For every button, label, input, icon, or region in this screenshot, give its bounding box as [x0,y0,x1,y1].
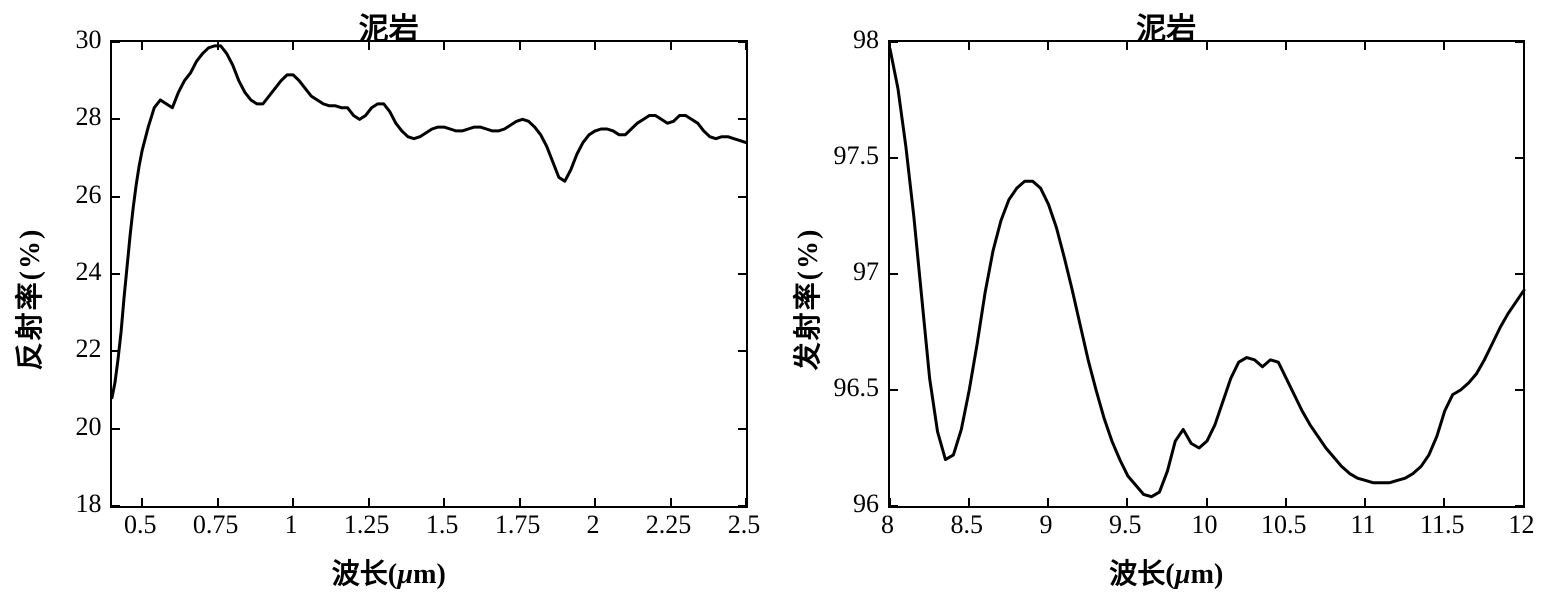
x-tick-mark [1285,498,1287,506]
y-tick-label: 24 [76,257,102,287]
x-tick-mark [1047,498,1049,506]
x-tick-label: 10 [1192,510,1218,540]
x-tick-label: 2 [587,510,600,540]
y-tick-mark [738,505,746,507]
x-tick-mark [1443,498,1445,506]
y-tick-mark [1515,157,1523,159]
x-tick-mark [889,42,891,50]
figure: 泥岩 反射率(%) 波长(µm) 0.50.7511.251.51.7522.2… [0,0,1555,598]
y-tick-label: 18 [76,489,102,519]
y-tick-mark [890,505,898,507]
y-tick-mark [1515,505,1523,507]
x-tick-mark [443,42,445,50]
x-tick-mark [141,42,143,50]
y-tick-mark [738,118,746,120]
x-tick-mark [968,498,970,506]
y-tick-mark [738,41,746,43]
x-tick-mark [519,498,521,506]
x-tick-label: 8 [881,510,894,540]
x-tick-mark [594,42,596,50]
y-tick-mark [890,41,898,43]
x-tick-label: 0.75 [193,510,239,540]
line-curve-left [112,42,746,506]
y-tick-mark [738,196,746,198]
chart-axes-left [110,40,748,508]
x-tick-mark [594,498,596,506]
y-tick-mark [1515,389,1523,391]
y-tick-label: 97 [853,257,879,287]
y-tick-mark [112,505,120,507]
right-chart-panel: 泥岩 发射率(%) 波长(µm) 88.599.51010.51111.5129… [778,0,1555,598]
x-tick-mark [368,498,370,506]
x-axis-label-right: 波长(µm) [1109,552,1223,592]
x-tick-mark [217,42,219,50]
x-tick-mark [1126,42,1128,50]
x-tick-mark [670,42,672,50]
x-tick-label: 9 [1040,510,1053,540]
y-tick-mark [1515,41,1523,43]
x-tick-mark [1206,42,1208,50]
x-tick-mark [670,498,672,506]
y-tick-label: 22 [76,334,102,364]
y-tick-mark [112,273,120,275]
y-tick-mark [738,273,746,275]
y-tick-label: 96 [853,489,879,519]
x-tick-mark [1047,42,1049,50]
y-tick-label: 98 [853,25,879,55]
y-tick-label: 96.5 [834,373,880,403]
x-tick-label: 1 [285,510,298,540]
y-tick-mark [890,389,898,391]
x-tick-label: 8.5 [951,510,984,540]
y-tick-label: 26 [76,180,102,210]
x-tick-mark [368,42,370,50]
x-tick-mark [217,498,219,506]
x-tick-mark [1126,498,1128,506]
x-tick-label: 1.5 [426,510,459,540]
x-tick-mark [745,42,747,50]
x-tick-mark [1364,42,1366,50]
y-tick-mark [1515,273,1523,275]
x-tick-label: 2.25 [646,510,692,540]
x-tick-label: 2.5 [728,510,761,540]
y-tick-label: 30 [76,25,102,55]
x-tick-mark [1443,42,1445,50]
y-tick-mark [112,41,120,43]
y-tick-mark [112,350,120,352]
x-tick-label: 10.5 [1261,510,1307,540]
x-tick-mark [1206,498,1208,506]
x-tick-label: 11.5 [1420,510,1465,540]
chart-axes-right [888,40,1526,508]
x-tick-label: 12 [1509,510,1535,540]
y-tick-label: 97.5 [834,141,880,171]
line-curve-right [890,42,1524,506]
x-tick-mark [1285,42,1287,50]
x-tick-label: 0.5 [124,510,157,540]
x-tick-mark [968,42,970,50]
left-chart-panel: 泥岩 反射率(%) 波长(µm) 0.50.7511.251.51.7522.2… [0,0,778,598]
y-tick-mark [738,350,746,352]
x-axis-label-left: 波长(µm) [332,552,446,592]
x-tick-mark [292,42,294,50]
x-tick-mark [1364,498,1366,506]
x-tick-mark [141,498,143,506]
y-axis-label-right: 发射率(%) [786,228,826,371]
x-tick-label: 9.5 [1109,510,1142,540]
x-tick-label: 1.75 [495,510,541,540]
y-axis-label-left: 反射率(%) [8,228,48,371]
y-tick-mark [738,428,746,430]
y-tick-mark [890,273,898,275]
y-tick-mark [112,118,120,120]
y-tick-mark [112,428,120,430]
x-tick-label: 11 [1350,510,1375,540]
y-tick-mark [890,157,898,159]
x-tick-mark [1523,42,1525,50]
x-tick-mark [519,42,521,50]
y-tick-label: 28 [76,102,102,132]
x-tick-mark [443,498,445,506]
x-tick-label: 1.25 [344,510,390,540]
x-tick-mark [292,498,294,506]
y-tick-label: 20 [76,412,102,442]
y-tick-mark [112,196,120,198]
